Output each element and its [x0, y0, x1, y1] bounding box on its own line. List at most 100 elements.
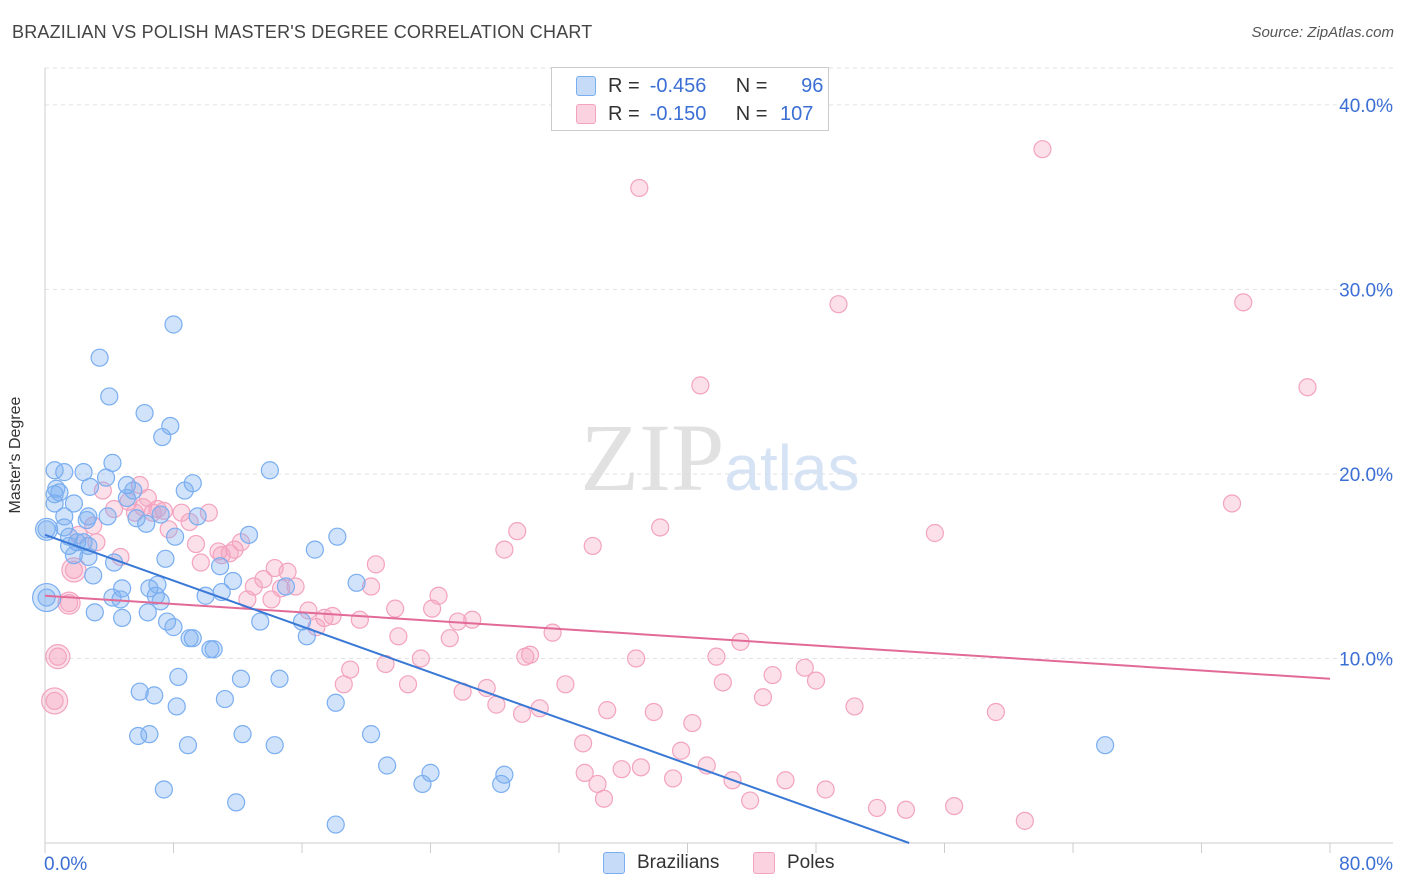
pole-point [389, 627, 408, 646]
r-label: R = [608, 102, 640, 125]
brazilian-point [233, 725, 252, 744]
brazilian-point [421, 763, 440, 782]
brazilian-point [32, 582, 62, 613]
pole-point [508, 522, 527, 541]
brazilian-point [45, 494, 64, 513]
n-label: N = [735, 74, 768, 97]
legend-label: Brazilians [637, 852, 720, 873]
stats-row-poles: R = -0.150 N = 107 [576, 102, 813, 126]
brazilian-point [183, 474, 202, 493]
brazilian-point [210, 557, 230, 576]
pole-point [713, 673, 732, 692]
brazilian-point [215, 689, 234, 709]
series-poles [41, 140, 1317, 830]
brazilian-point [135, 403, 154, 423]
brazilians-swatch [603, 852, 625, 874]
pole-point [1234, 293, 1253, 312]
brazilian-point [37, 588, 56, 607]
brazilian-point [151, 592, 170, 611]
brazilian-point [188, 507, 207, 526]
pole-point [225, 540, 244, 559]
brazilian-point [178, 736, 198, 755]
pole-point [148, 499, 167, 519]
legend-label: Poles [787, 852, 835, 873]
brazilian-point [112, 608, 132, 627]
pole-point [59, 594, 79, 613]
brazilian-point [79, 507, 98, 526]
brazilian-point [124, 481, 143, 500]
y-tick-label: 30.0% [1339, 280, 1393, 301]
brazilian-point [326, 815, 345, 834]
pole-point [631, 758, 651, 777]
pole-point [651, 518, 670, 537]
brazilian-point [347, 573, 366, 592]
pole-point [583, 536, 602, 556]
pole-point [763, 665, 782, 685]
pole-point [845, 697, 864, 716]
pole-point [265, 558, 284, 578]
brazilian-point [378, 756, 397, 775]
legend-item-brazilians[interactable]: Brazilians [603, 852, 719, 874]
brazilian-point [161, 416, 180, 436]
pole-point [429, 586, 448, 605]
pole-point [361, 577, 381, 596]
pole-point [41, 687, 69, 715]
brazilian-point [326, 693, 345, 712]
brazilian-point [223, 571, 243, 591]
brazilian-point [1096, 736, 1115, 755]
brazilian-point [145, 686, 164, 705]
pole-point [520, 645, 540, 664]
pole-point [626, 649, 646, 668]
source-label: Source: ZipAtlas.com [1251, 24, 1394, 41]
pole-point [495, 540, 514, 559]
pole-point [45, 644, 71, 670]
pole-point [945, 796, 964, 816]
brazilian-point [156, 549, 175, 568]
pole-point [159, 520, 178, 539]
brazilian-point [80, 477, 100, 496]
r-label: R = [608, 74, 640, 97]
brazilian-point [103, 453, 122, 472]
brazilian-point [64, 494, 84, 513]
pole-point [1298, 378, 1317, 397]
pole-point [61, 557, 87, 583]
pole-point [806, 671, 826, 690]
pole-point [323, 606, 342, 626]
brazilian-point [112, 579, 132, 598]
tick-labels: 10.0% 20.0% 30.0% 40.0% 0.0% 80.0% [44, 96, 1393, 875]
brazilian-point [35, 517, 59, 541]
series-legend: Brazilians Poles [0, 852, 1406, 876]
r-value: -0.150 [649, 102, 707, 125]
x-tick-label: 80.0% [1339, 854, 1393, 875]
stats-legend: R = -0.456 N = 96 R = -0.150 N = 107 [551, 67, 829, 131]
brazilian-point [167, 697, 186, 716]
pole-point [691, 376, 710, 395]
legend-item-poles[interactable]: Poles [753, 852, 835, 874]
brazilian-point [117, 488, 137, 508]
pole-point [612, 760, 631, 779]
pole-point [463, 610, 482, 629]
watermark: ZIPatlas [580, 404, 859, 511]
brazilian-point [84, 566, 103, 585]
pole-point [986, 702, 1006, 722]
chart-title: BRAZILIAN VS POLISH MASTER'S DEGREE CORR… [12, 22, 593, 42]
brazilian-point [138, 603, 157, 622]
watermark-zip: ZIP [580, 404, 724, 511]
brazilian-point [305, 540, 324, 559]
brazilians-swatch [576, 76, 596, 96]
pole-point [795, 658, 814, 677]
pole-point [45, 691, 64, 711]
n-value: 96 [801, 74, 824, 97]
brazilian-point [100, 387, 119, 406]
n-label: N = [735, 102, 768, 125]
brazilian-point [239, 525, 259, 544]
brazilian-point [328, 527, 347, 546]
brazilian-point [151, 505, 170, 524]
pole-point [556, 675, 575, 694]
brazilian-point [265, 736, 284, 755]
pole-point [741, 791, 760, 810]
brazilian-point [183, 629, 202, 648]
pole-point [48, 647, 67, 666]
y-axis-label: Master's Degree [7, 396, 24, 514]
